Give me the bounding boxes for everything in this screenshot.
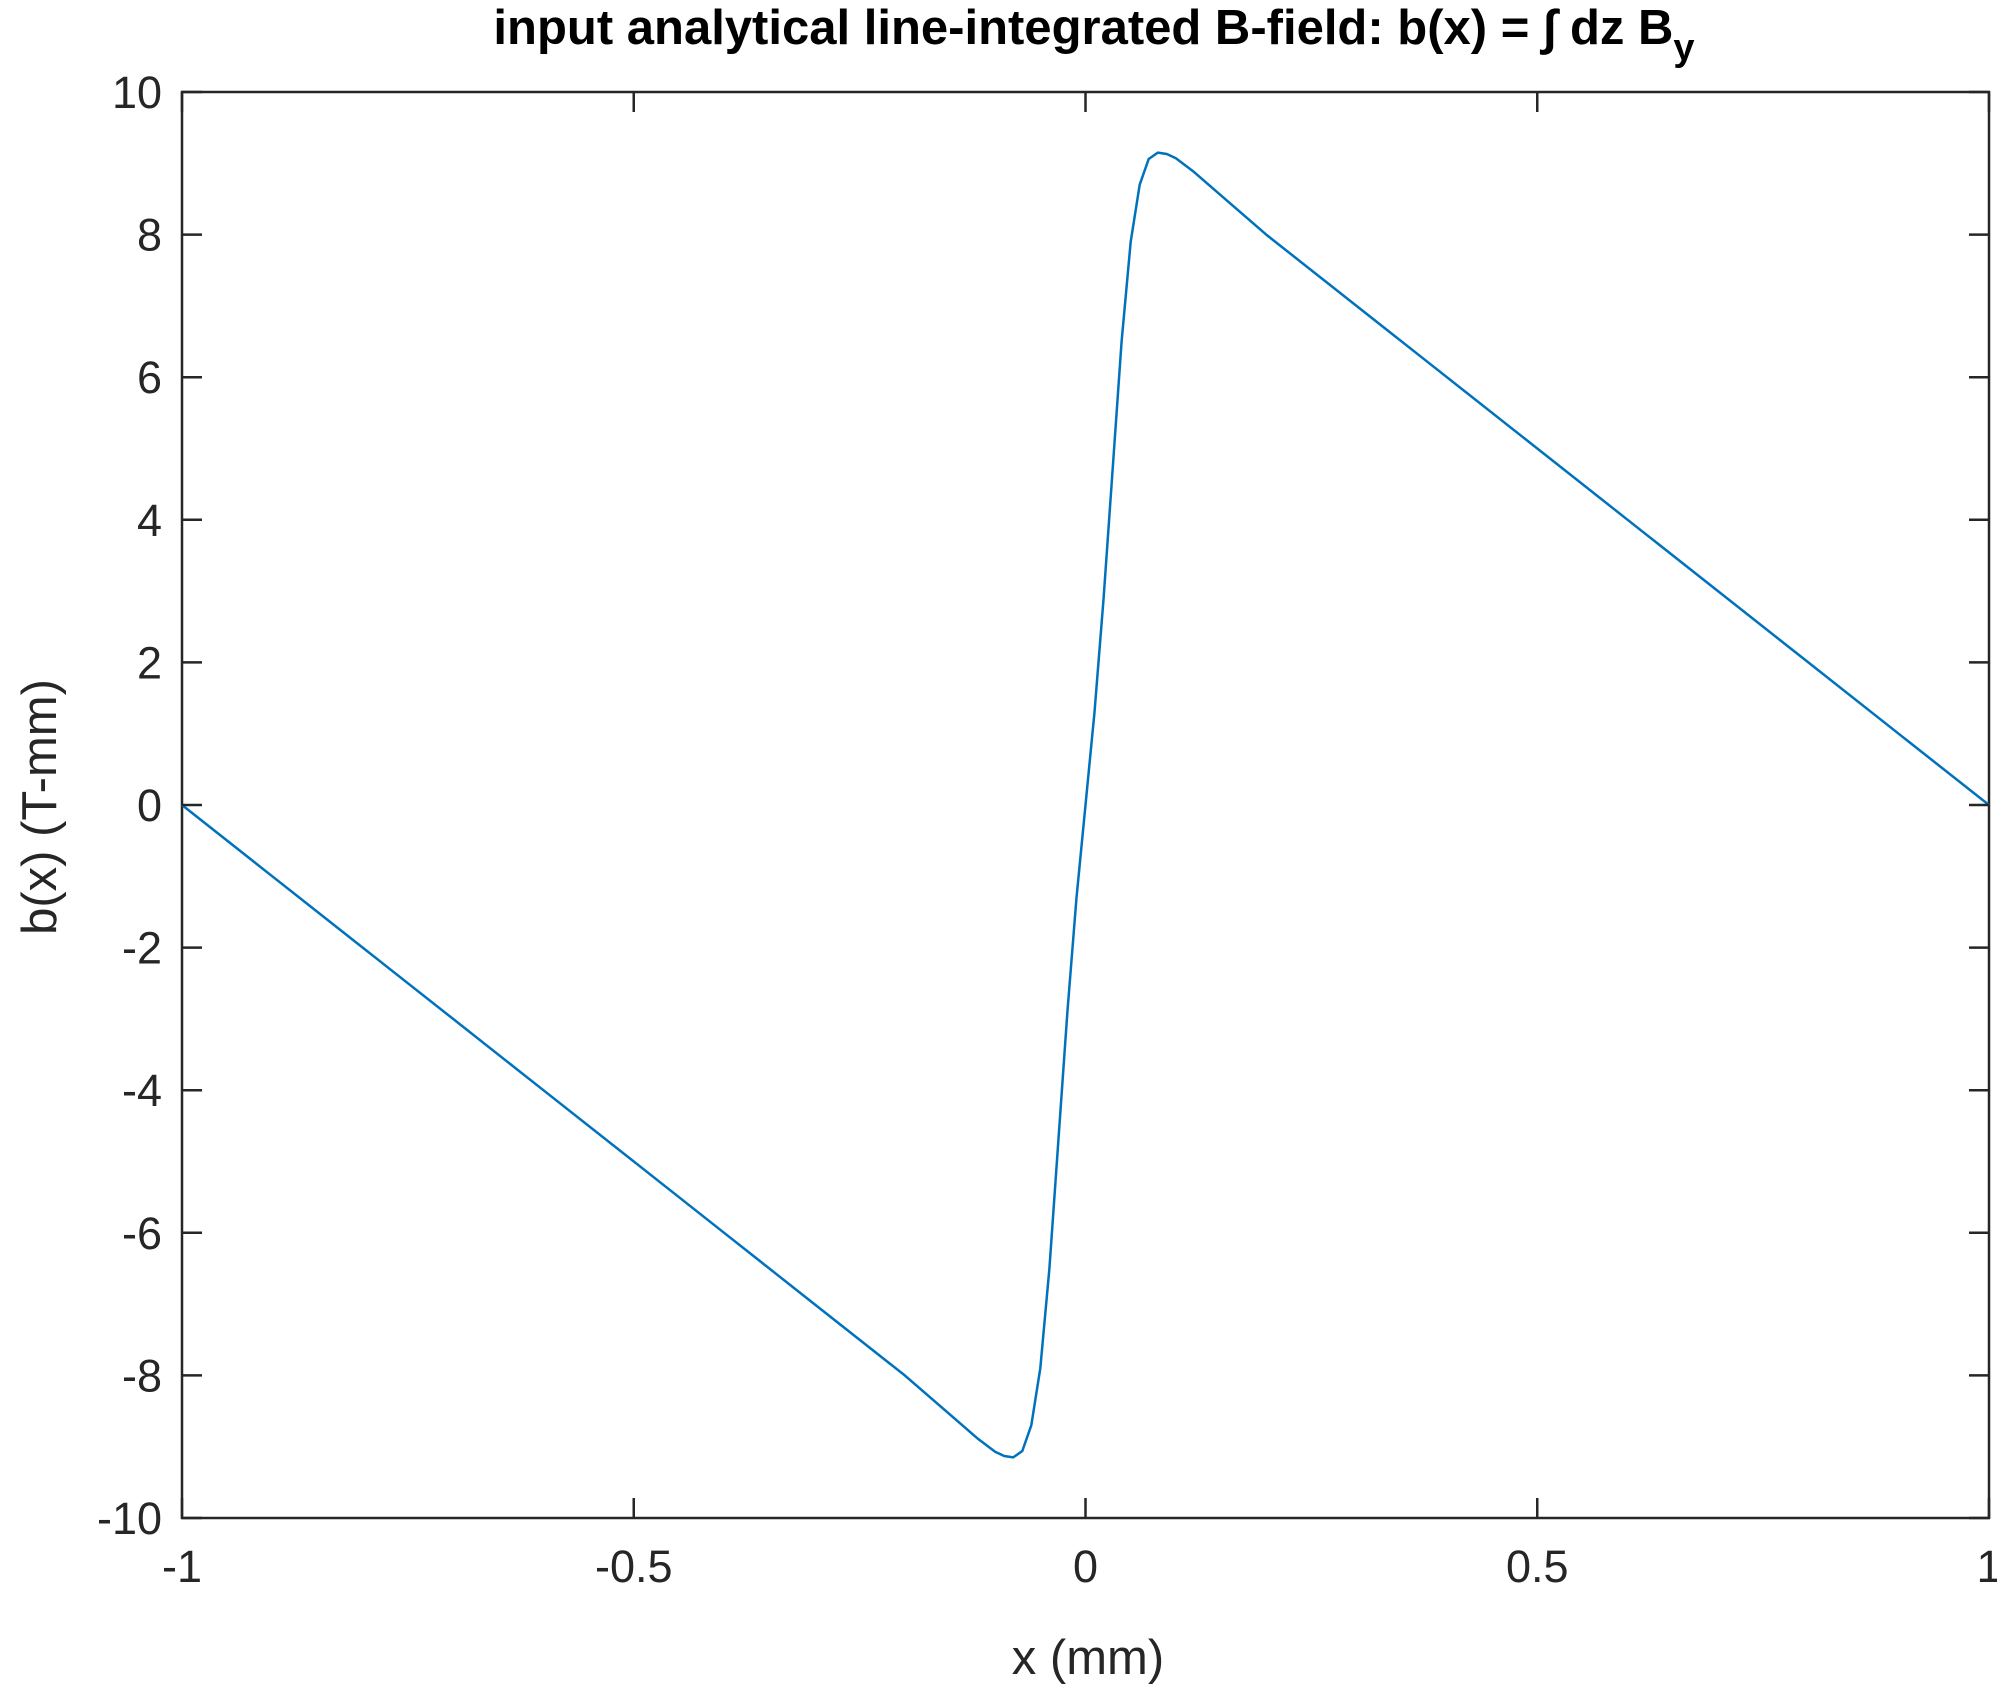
y-axis-label: b(x) (T-mm) (13, 679, 67, 935)
y-tick-label: 6 (137, 352, 162, 403)
y-tick-label: 4 (137, 495, 162, 546)
x-tick-label: 1 (1976, 1541, 1997, 1592)
y-tick-label: -6 (122, 1208, 162, 1259)
y-tick-label: 0 (137, 780, 162, 831)
y-tick-label: -10 (97, 1493, 162, 1544)
y-tick-label: 8 (137, 210, 162, 261)
chart-title-subscript: y (1673, 27, 1694, 69)
axis-ticks (180, 90, 1991, 1520)
y-tick-label: -4 (122, 1065, 162, 1116)
y-tick-label: 10 (112, 67, 162, 118)
y-tick-label: 2 (137, 637, 162, 688)
x-axis-label: x (mm) (1012, 1631, 1164, 1685)
x-tick-label: 0.5 (1506, 1541, 1569, 1592)
x-tick-label: -1 (162, 1541, 202, 1592)
y-tick-label: -2 (122, 923, 162, 974)
series-line (181, 151, 1990, 1459)
x-tick-label: -0.5 (595, 1541, 673, 1592)
chart-title-main: input analytical line-integrated B-field… (493, 1, 1673, 55)
chart-title: input analytical line-integrated B-field… (493, 1, 1694, 69)
y-tick-label: -8 (122, 1350, 162, 1401)
x-tick-label: 0 (1073, 1541, 1098, 1592)
axis-tick-labels: -1 -0.5 0 0.5 1 -10 -8 -6 -4 -2 0 2 4 6 8 10 (97, 67, 1997, 1592)
